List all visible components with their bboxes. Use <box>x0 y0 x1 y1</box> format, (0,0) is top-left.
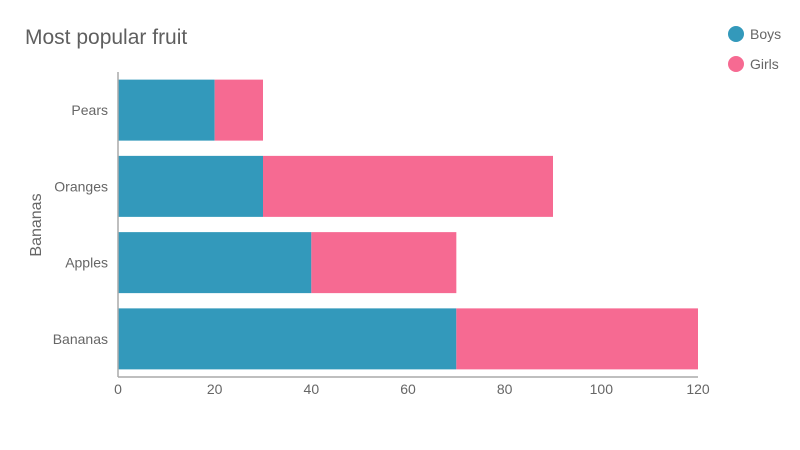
bar-apples-girls[interactable] <box>311 232 457 294</box>
bars-group <box>118 79 698 370</box>
y-tick-label: Apples <box>65 255 108 271</box>
legend-swatch-girls <box>728 56 744 72</box>
y-tick-labels: Pears Oranges Apples Bananas <box>53 102 108 347</box>
legend-item-girls[interactable]: Girls <box>728 54 781 74</box>
bar-pears-girls[interactable] <box>214 79 263 141</box>
legend-swatch-boys <box>728 26 744 42</box>
bar-oranges-boys[interactable] <box>118 155 263 217</box>
bar-apples-boys[interactable] <box>118 232 312 294</box>
x-tick-label: 100 <box>590 381 614 397</box>
legend-label-boys: Boys <box>750 26 782 42</box>
x-tick-labels: 0 20 40 60 80 100 120 <box>114 381 710 397</box>
x-tick-label: 40 <box>304 381 320 397</box>
legend: Boys Girls <box>728 24 781 84</box>
x-tick-label: 20 <box>207 381 223 397</box>
y-tick-label: Oranges <box>54 178 108 194</box>
x-tick-label: 120 <box>686 381 710 397</box>
bar-bananas-girls[interactable] <box>456 308 698 370</box>
x-tick-label: 80 <box>497 381 513 397</box>
chart-title: Most popular fruit <box>25 26 188 49</box>
y-tick-label: Pears <box>71 102 108 118</box>
bar-oranges-girls[interactable] <box>263 155 553 217</box>
bar-bananas-boys[interactable] <box>118 308 457 370</box>
y-tick-label: Bananas <box>53 331 108 347</box>
legend-label-girls: Girls <box>750 56 779 72</box>
bar-pears-boys[interactable] <box>118 79 215 141</box>
legend-item-boys[interactable]: Boys <box>728 24 781 44</box>
x-tick-label: 60 <box>400 381 416 397</box>
y-axis-title: Bananas <box>28 193 45 256</box>
x-tick-label: 0 <box>114 381 122 397</box>
